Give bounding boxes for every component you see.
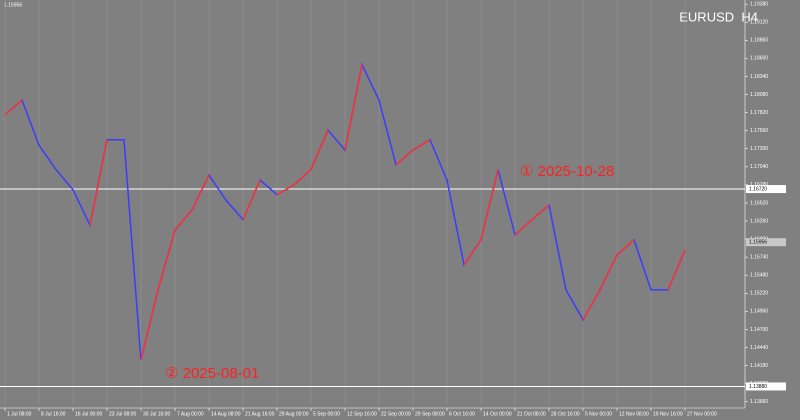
y-tick-label: 1.14180: [750, 363, 768, 369]
up-segment: [616, 239, 635, 256]
x-tick-label: 21 Oct 08:00: [517, 411, 546, 417]
x-tick-label: 21 Aug 16:00: [245, 411, 275, 417]
up-segment: [480, 169, 499, 240]
x-tick-label: 30 Jul 16:00: [143, 411, 170, 417]
y-tick-label: 1.15740: [750, 255, 768, 261]
up-segment: [4, 99, 23, 116]
annotation: ② 2025-08-01: [165, 365, 259, 382]
x-tick-label: 22 Sep 00:00: [381, 411, 411, 417]
annotation: ① 2025-10-28: [520, 163, 614, 180]
up-segment: [599, 254, 618, 291]
x-tick-label: 29 Sep 08:00: [415, 411, 445, 417]
x-tick-label: 16 Jul 00:00: [75, 411, 102, 417]
y-tick-label: 1.18340: [750, 74, 768, 80]
last-price-tag: [746, 238, 786, 247]
y-tick-label: 1.14700: [750, 327, 768, 333]
up-segment: [531, 204, 550, 221]
x-tick-label: 27 Nov 00:00: [687, 411, 717, 417]
top-price: 1.15956: [4, 2, 22, 8]
y-tick-label: 1.14960: [750, 309, 768, 315]
last-price-label: 1.15956: [749, 239, 767, 245]
up-segment: [667, 249, 686, 291]
y-tick-label: 1.17820: [750, 110, 768, 116]
up-segment: [191, 174, 210, 211]
h-line-label: 1.16720: [749, 186, 767, 192]
up-segment: [174, 209, 193, 231]
y-tick-label: 1.18600: [750, 56, 768, 62]
h-line-label: 1.13880: [749, 384, 767, 390]
up-segment: [514, 219, 533, 236]
up-segment: [157, 229, 176, 291]
y-tick-label: 1.19380: [750, 1, 768, 7]
up-segment: [463, 239, 482, 266]
x-tick-label: 19 Nov 16:00: [653, 411, 683, 417]
x-tick-label: 23 Jul 08:00: [109, 411, 136, 417]
x-tick-label: 8 Jul 16:00: [41, 411, 66, 417]
h-line-tag: [746, 382, 786, 391]
x-tick-label: 14 Oct 00:00: [483, 411, 512, 417]
x-tick-label: 7 Aug 00:00: [177, 411, 204, 417]
x-tick-label: 29 Aug 00:00: [279, 411, 309, 417]
h-line-tag: [746, 185, 786, 194]
up-segment: [395, 149, 414, 166]
up-segment: [412, 139, 431, 151]
x-tick-label: 5 Sep 08:00: [313, 411, 340, 417]
up-segment: [242, 179, 261, 220]
x-tick-label: 12 Sep 16:00: [347, 411, 377, 417]
price-line: [4, 62, 686, 361]
y-tick-label: 1.15480: [750, 273, 768, 279]
up-segment: [89, 139, 108, 226]
y-tick-label: 1.16520: [750, 200, 768, 206]
up-segment: [582, 289, 601, 321]
y-tick-label: 1.13660: [750, 399, 768, 405]
y-tick-label: 1.17560: [750, 128, 768, 134]
y-tick-label: 1.18860: [750, 38, 768, 44]
up-segment: [276, 184, 295, 196]
y-tick-label: 1.19120: [750, 20, 768, 26]
up-segment: [344, 64, 363, 151]
y-tick-label: 1.16260: [750, 218, 768, 224]
up-segment: [310, 129, 329, 170]
x-tick-label: 1 Jul 08:00: [7, 411, 32, 417]
y-tick-label: 1.17040: [750, 164, 768, 170]
x-tick-label: 5 Nov 00:00: [585, 411, 612, 417]
y-tick-label: 1.15220: [750, 291, 768, 297]
chart-title: EURUSD H4: [679, 9, 758, 24]
y-tick-label: 1.14440: [750, 345, 768, 351]
up-segment: [293, 169, 312, 186]
up-segment: [140, 289, 159, 361]
x-tick-label: 28 Oct 16:00: [551, 411, 580, 417]
y-tick-label: 1.17300: [750, 146, 768, 152]
x-tick-label: 12 Nov 08:00: [619, 411, 649, 417]
x-tick-label: 6 Oct 16:00: [449, 411, 475, 417]
x-tick-label: 14 Aug 08:00: [211, 411, 241, 417]
y-tick-label: 1.18080: [750, 92, 768, 98]
